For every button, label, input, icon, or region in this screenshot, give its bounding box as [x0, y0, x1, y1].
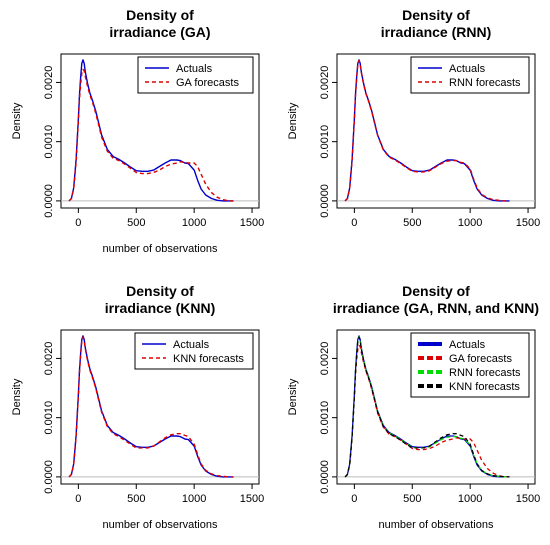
legend-label: KNN forecasts [449, 381, 520, 393]
x-tick-label: 0 [75, 493, 81, 505]
plot-frame [336, 53, 536, 209]
legend-label: KNN forecasts [173, 353, 244, 365]
x-tick-label: 1500 [516, 493, 540, 505]
legend-label: GA forecasts [449, 353, 512, 365]
legend: Actuals GA forecasts [137, 56, 254, 94]
x-tick-label: 1000 [182, 493, 206, 505]
y-tick-label: 0.0020 [319, 66, 331, 100]
series-group [344, 59, 510, 202]
y-tick-label: 0.0000 [43, 460, 55, 494]
chart-title-line: Density of [402, 283, 470, 299]
x-tick-label: 0 [75, 217, 81, 229]
legend-label: RNN forecasts [449, 367, 521, 379]
series-line-knn-forecasts [68, 336, 234, 478]
y-axis-label: Density [287, 102, 299, 139]
y-axis-label: Density [11, 378, 23, 415]
series-line-ga-forecasts [68, 68, 234, 202]
chart-title-line: Density of [126, 283, 194, 299]
chart-title-line: irradiance (GA) [109, 24, 210, 40]
legend-label: Actuals [176, 63, 213, 75]
series-group [68, 59, 234, 202]
plot-frame [60, 53, 260, 209]
chart-title-line: irradiance (RNN) [381, 24, 491, 40]
y-tick-label: 0.0010 [43, 401, 55, 435]
legend-label: Actuals [449, 63, 486, 75]
x-tick-label: 500 [403, 493, 421, 505]
series-group [68, 335, 234, 478]
x-tick-label: 500 [403, 217, 421, 229]
x-axis-label: number of observations [103, 243, 218, 255]
legend-box [134, 332, 254, 370]
series-line-ga-forecasts [344, 344, 510, 478]
x-tick-label: 1500 [516, 217, 540, 229]
y-axis-label: Density [287, 378, 299, 415]
y-tick-label: 0.0010 [319, 125, 331, 159]
x-tick-label: 0 [351, 493, 357, 505]
y-tick-label: 0.0000 [319, 460, 331, 494]
legend: Actuals KNN forecasts [134, 332, 254, 370]
series-line-actuals [68, 59, 234, 202]
legend-box [137, 56, 254, 94]
x-tick-label: 0 [351, 217, 357, 229]
chart-title-line: Density of [126, 7, 194, 23]
x-tick-label: 1500 [240, 217, 264, 229]
legend-label: RNN forecasts [449, 77, 521, 89]
x-tick-label: 1000 [458, 493, 482, 505]
chart-title-line: irradiance (GA, RNN, and KNN) [333, 300, 539, 316]
y-tick-label: 0.0020 [43, 342, 55, 376]
y-tick-label: 0.0020 [319, 342, 331, 376]
y-tick-label: 0.0000 [319, 184, 331, 218]
y-tick-label: 0.0010 [43, 125, 55, 159]
x-axis-label: number of observations [103, 519, 218, 531]
chart-title-line: irradiance (KNN) [105, 300, 215, 316]
x-tick-label: 500 [127, 217, 145, 229]
series-line-knn-forecasts [344, 336, 510, 478]
legend-box [410, 56, 530, 94]
series-group [344, 335, 510, 478]
legend-label: Actuals [173, 339, 210, 351]
legend: Actuals RNN forecasts [410, 56, 530, 94]
y-tick-label: 0.0000 [43, 184, 55, 218]
legend-label: GA forecasts [176, 77, 239, 89]
plot-frame [60, 329, 260, 485]
series-line-rnn-forecasts [344, 59, 510, 202]
x-tick-label: 500 [127, 493, 145, 505]
chart-title-line: Density of [402, 7, 470, 23]
y-tick-label: 0.0020 [43, 66, 55, 100]
y-axis-label: Density [11, 102, 23, 139]
x-tick-label: 1000 [182, 217, 206, 229]
x-tick-label: 1000 [458, 217, 482, 229]
x-axis-label: number of observations [379, 519, 494, 531]
y-tick-label: 0.0010 [319, 401, 331, 435]
plot-frame [336, 329, 536, 485]
legend: Actuals GA forecasts RNN forecasts KNN fore… [410, 332, 530, 398]
legend-label: Actuals [449, 339, 486, 351]
x-tick-label: 1500 [240, 493, 264, 505]
